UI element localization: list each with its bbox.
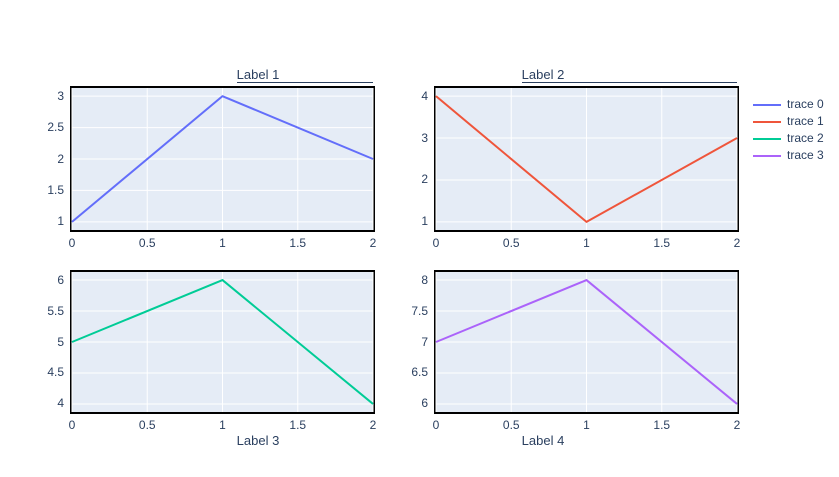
subplot-3-plot-area[interactable]: 4 4.5 5 5.5 6 0 0.5 1 1.5 2 Label 3: [47, 270, 376, 448]
subplot-3-canvas: [71, 272, 374, 412]
x-tick-label: 2: [369, 236, 377, 250]
y-tick-label: 6: [57, 272, 64, 287]
legend-label: trace 3: [787, 148, 824, 162]
subplot-4-plot-area[interactable]: 6 6.5 7 7.5 8 0 0.5 1 1.5 2 Label 4: [411, 270, 740, 448]
trace-line-trace-2: [71, 279, 374, 405]
x-tick-label: 0.5: [502, 418, 520, 432]
legend-line-sample-icon: [753, 137, 781, 140]
subplot-2-canvas: [435, 88, 738, 230]
x-tick-label: 1.5: [653, 236, 671, 250]
y-tick-label: 1.5: [47, 182, 64, 197]
y-tick-label: 4.5: [47, 365, 64, 380]
y-tick-label: 1: [57, 214, 64, 229]
x-tick-label: 2: [369, 418, 377, 432]
x-tick-label: 0: [432, 236, 440, 250]
legend-label: trace 0: [787, 97, 824, 111]
subplot-1-plot-area[interactable]: 1 1.5 2 2.5 3 0 0.5 1 1.5 2 Label 1: [47, 68, 376, 251]
y-tick-label: 4: [57, 396, 64, 411]
y-tick-label: 8: [421, 272, 428, 287]
x-tick-label: 1.5: [653, 418, 671, 432]
y-tick-label: 2: [57, 151, 64, 166]
legend-item-trace-1[interactable]: trace 1: [753, 113, 824, 130]
y-tick-label: 4: [421, 88, 428, 103]
y-tick-label: 5.5: [47, 303, 64, 318]
subplot-title: Label 1: [236, 67, 280, 82]
x-tick-label: 0: [68, 236, 76, 250]
y-tick-label: 6: [421, 396, 428, 411]
legend-line-sample-icon: [753, 120, 781, 123]
x-axis-title: Label 3: [236, 433, 280, 448]
y-tick-label: 1: [421, 214, 428, 229]
x-axis-title: Label 4: [521, 433, 565, 448]
legend-item-trace-3[interactable]: trace 3: [753, 147, 824, 164]
y-tick-label: 3: [421, 130, 428, 145]
x-tick-label: 1.5: [289, 236, 307, 250]
y-tick-label: 2.5: [47, 120, 64, 135]
legend-item-trace-2[interactable]: trace 2: [753, 130, 824, 147]
x-tick-label: 1: [219, 418, 226, 432]
legend-line-sample-icon: [753, 103, 781, 106]
x-tick-label: 1: [583, 236, 590, 250]
subplot-2-plot-area[interactable]: 1 2 3 4 0 0.5 1 1.5 2 Label 2: [421, 68, 740, 251]
subplot-title: Label 2: [521, 67, 565, 82]
y-tick-label: 2: [421, 172, 428, 187]
x-tick-label: 2: [733, 236, 741, 250]
legend-item-trace-0[interactable]: trace 0: [753, 96, 824, 113]
y-tick-label: 6.5: [411, 365, 428, 380]
x-tick-label: 0: [432, 418, 440, 432]
y-tick-label: 7.5: [411, 303, 428, 318]
subplot-title-underline: [237, 82, 373, 83]
legend-line-sample-icon: [753, 154, 781, 157]
x-tick-label: 0: [68, 418, 76, 432]
subplot-1-canvas: [71, 88, 374, 230]
subplot-4-canvas: [435, 272, 738, 412]
x-tick-label: 1.5: [289, 418, 307, 432]
subplot-title-underline: [522, 82, 737, 83]
legend-label: trace 1: [787, 114, 824, 128]
x-tick-label: 1: [219, 236, 226, 250]
x-tick-label: 1: [583, 418, 590, 432]
y-tick-label: 3: [57, 88, 64, 103]
x-tick-label: 0.5: [502, 236, 520, 250]
trace-line-trace-3: [435, 279, 738, 405]
legend: trace 0 trace 1 trace 2 trace 3: [753, 96, 824, 164]
trace-line-trace-1: [435, 95, 738, 223]
y-tick-label: 7: [421, 334, 428, 349]
trace-line-trace-0: [71, 95, 374, 223]
y-tick-label: 5: [57, 334, 64, 349]
x-tick-label: 2: [733, 418, 741, 432]
x-tick-label: 0.5: [138, 236, 156, 250]
legend-label: trace 2: [787, 131, 824, 145]
x-tick-label: 0.5: [138, 418, 156, 432]
